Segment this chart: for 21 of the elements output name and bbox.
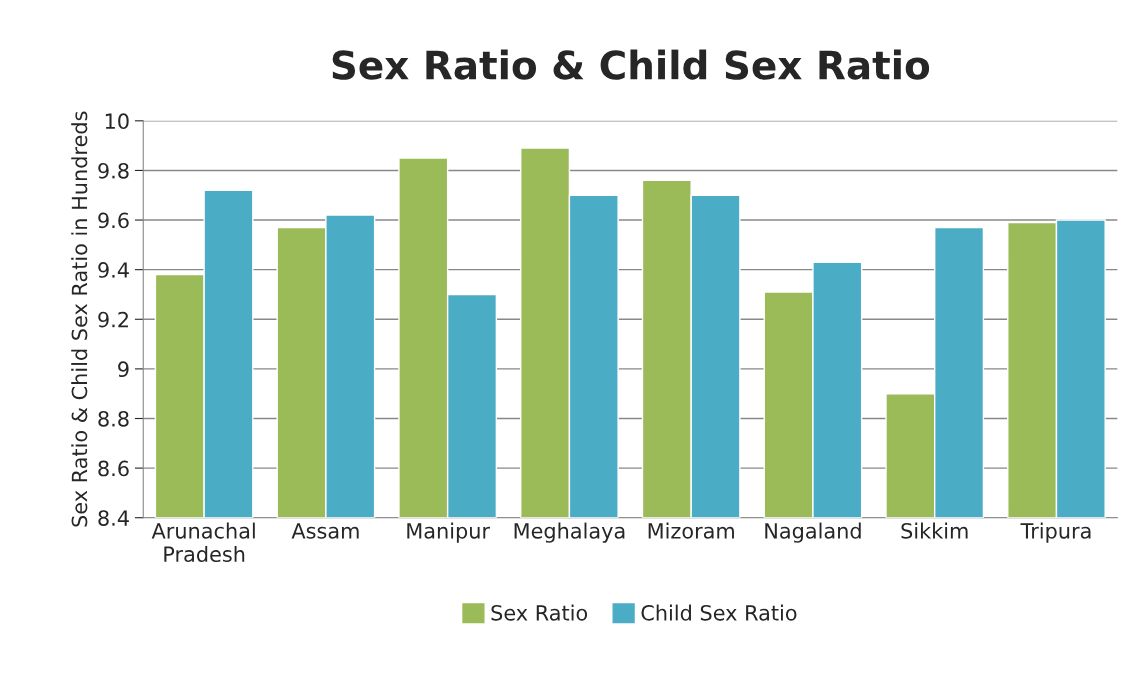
x-tick-label: Mizoram (648, 522, 734, 539)
x-tick-label: Arunachal Pradesh (151, 522, 255, 563)
y-tick-label: 9.6 (98, 212, 129, 229)
x-tick-label: Sikkim (901, 522, 968, 539)
chart-title: Sex Ratio & Child Sex Ratio (332, 49, 930, 80)
x-tick-label: Tripura (1020, 522, 1091, 543)
legend-label: Sex Ratio (491, 604, 588, 621)
y-axis-title: Sex Ratio & Child Sex Ratio in Hundreds (71, 111, 88, 527)
x-tick-label: Nagaland (765, 522, 861, 543)
y-tick-label: 10 (105, 113, 129, 130)
y-tick-label: 8.4 (98, 510, 129, 526)
legend-label: Child Sex Ratio (641, 604, 797, 621)
y-tick-label: 9.4 (98, 262, 129, 278)
x-tick-label: Manipur (407, 522, 491, 543)
y-tick-label: 9.8 (98, 162, 129, 179)
y-tick-label: 8.6 (98, 460, 129, 477)
x-tick-label: Meghalaya (514, 522, 625, 543)
y-tick-label: 8.8 (98, 410, 129, 427)
y-tick-label: 9.2 (98, 311, 128, 328)
x-tick-label: Assam (291, 523, 359, 539)
y-tick-label: 9 (118, 361, 129, 378)
